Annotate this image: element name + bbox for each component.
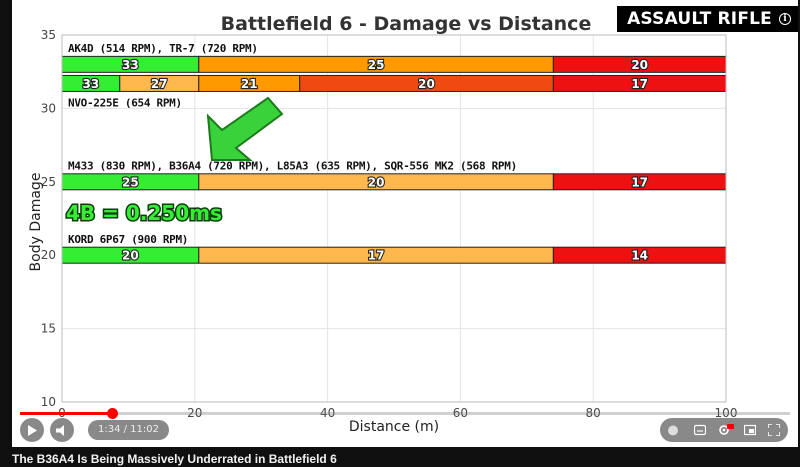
green-arrow-icon	[206, 96, 284, 161]
progress-scrubber[interactable]	[107, 408, 119, 419]
category-badge-text: ASSAULT RIFLE	[627, 9, 772, 29]
damage-value-label: 14	[631, 249, 648, 263]
progress-fill	[20, 412, 113, 415]
y-tick-label: 10	[41, 395, 56, 409]
x-tick-label: 100	[715, 406, 738, 420]
x-tick-label: 60	[453, 406, 468, 420]
damage-value-label: 25	[368, 58, 385, 72]
plot-frame	[61, 34, 727, 403]
damage-value-label: 20	[631, 58, 648, 72]
damage-value-label: 27	[151, 77, 168, 91]
time-display: 1:34 / 11:02	[88, 420, 170, 440]
x-axis-label: Distance (m)	[349, 419, 439, 435]
volume-icon	[56, 424, 64, 436]
video-player[interactable]: AK4D (514 RPM), TR-7 (720 RPM) 33 25 20 33 27…	[12, 0, 798, 447]
labels-layer: AK4D (514 RPM), TR-7 (720 RPM) 33 25 20 33 27…	[68, 42, 649, 264]
damage-value-label: 20	[418, 77, 435, 91]
weapon-group-label: AK4D (514 RPM), TR-7 (720 RPM)	[68, 42, 258, 55]
y-tick-label: 30	[41, 101, 56, 115]
damage-value-label: 20	[122, 249, 139, 263]
x-tick-label: 40	[320, 406, 335, 420]
subtitles-icon[interactable]	[694, 424, 706, 436]
progress-bar[interactable]	[20, 408, 790, 419]
category-badge: ASSAULT RIFLE i	[617, 6, 798, 32]
damage-value-label: 21	[241, 77, 258, 91]
play-icon	[28, 424, 37, 436]
y-tick-label: 20	[41, 248, 56, 262]
y-tick-label: 15	[41, 322, 56, 336]
damage-value-label: 25	[122, 175, 139, 189]
damage-value-label: 33	[83, 77, 100, 91]
player-controls-right	[660, 418, 788, 442]
miniplayer-icon[interactable]	[744, 424, 756, 436]
x-tick-label: 20	[187, 406, 202, 420]
chart-title: Battlefield 6 - Damage vs Distance	[221, 13, 592, 35]
damage-value-label: 17	[631, 77, 648, 91]
damage-value-label: 20	[368, 175, 385, 189]
weapon-group-label: KORD 6P67 (900 RPM)	[68, 233, 188, 246]
info-icon[interactable]: i	[779, 13, 791, 25]
damage-value-label: 33	[122, 58, 139, 72]
mute-button[interactable]	[50, 418, 74, 442]
y-tick-label: 25	[41, 175, 56, 189]
damage-value-label: 17	[368, 249, 385, 263]
fullscreen-icon[interactable]	[768, 424, 780, 436]
weapon-group-label: NVO-225E (654 RPM)	[68, 97, 182, 110]
video-title[interactable]: The B36A4 Is Being Massively Underrated …	[12, 452, 337, 466]
autoplay-toggle-icon[interactable]	[668, 424, 686, 436]
y-axis-label: Body Damage	[28, 173, 44, 272]
weapon-group-label: M433 (830 RPM), B36A4 (720 RPM), L85A3 (…	[68, 160, 517, 173]
damage-value-label: 17	[631, 175, 648, 189]
x-tick-label: 80	[586, 406, 601, 420]
settings-icon[interactable]	[718, 424, 734, 436]
damage-chart: AK4D (514 RPM), TR-7 (720 RPM) 33 25 20 33 27…	[28, 13, 738, 435]
damage-annotation: 4B = 0.250ms	[66, 201, 222, 225]
y-tick-label: 35	[41, 28, 56, 42]
play-button[interactable]	[20, 418, 44, 442]
axes-layer: 020406080100101520253035	[41, 28, 738, 420]
